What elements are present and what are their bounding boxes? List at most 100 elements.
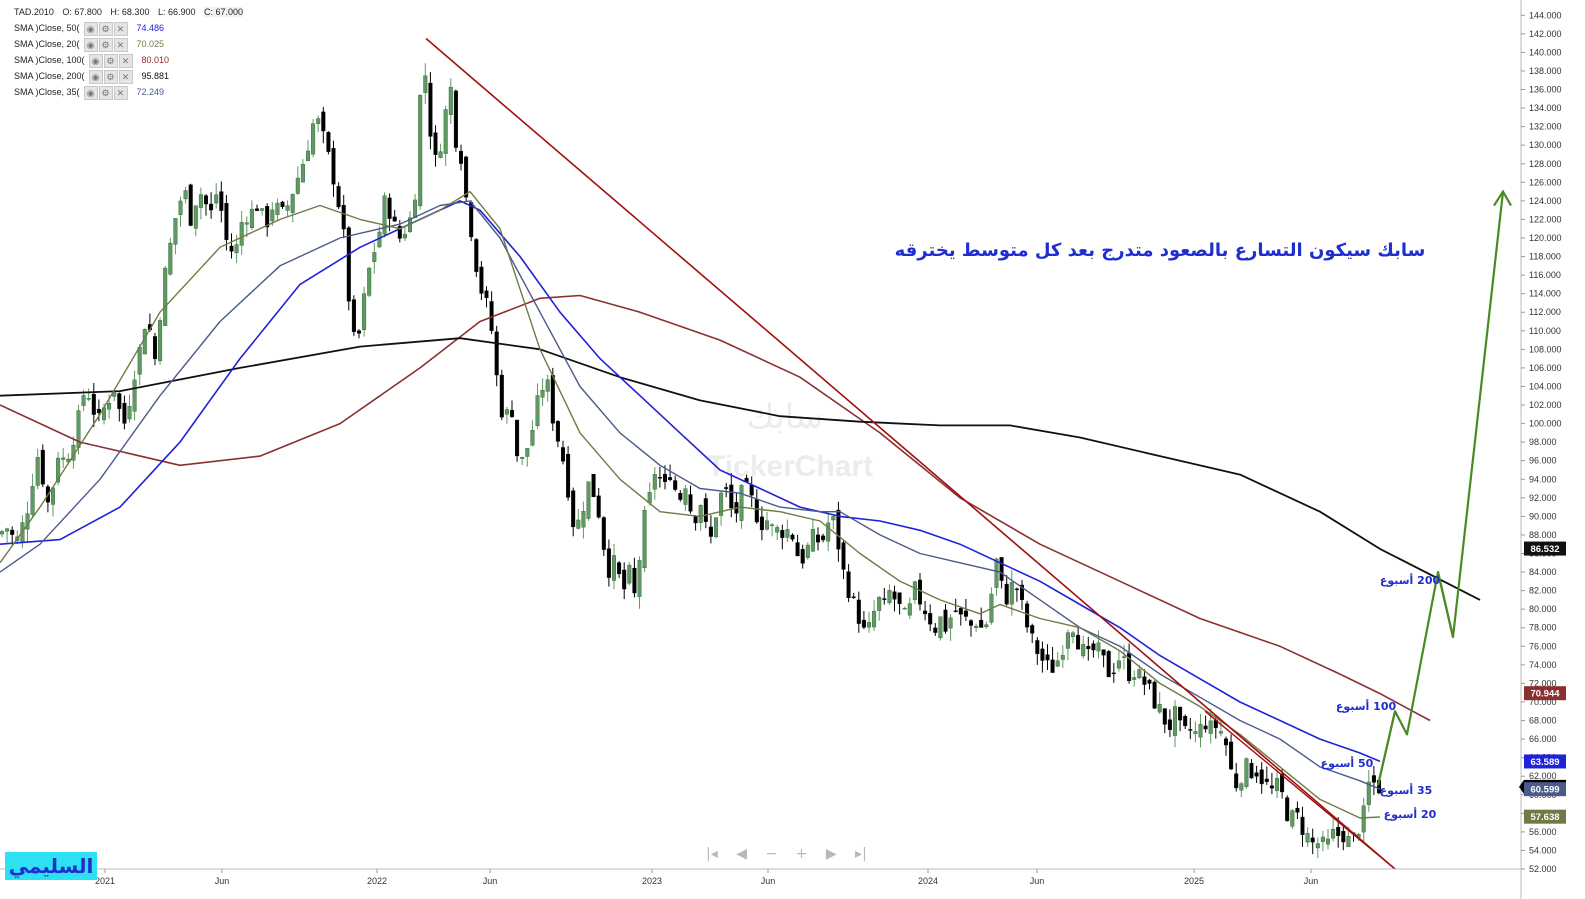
candle-down [321,111,326,132]
candle-down [1178,706,1183,721]
candle-down [479,266,484,294]
settings-icon[interactable]: ⚙ [98,86,113,101]
eye-icon[interactable]: ◉ [83,38,98,53]
candle-down [601,517,606,550]
candle-up [300,164,305,183]
candle-up [698,505,703,523]
candle-down [1310,837,1315,843]
eye-icon[interactable]: ◉ [88,54,103,69]
candle-down [1336,827,1341,836]
candle-down [1030,625,1035,634]
candle-down [617,562,622,575]
chart-navigation: |◂ ◀ − + ▶ ▸| [706,846,881,862]
y-tick-label: 52.000 [1529,864,1557,874]
remove-icon[interactable]: ✕ [118,54,133,69]
candle-up [295,177,300,194]
candle-down [1091,643,1096,651]
zoom-out-icon[interactable]: − [765,846,778,862]
candle-up [35,457,40,486]
candle-down [188,184,193,226]
indicator-label: SMA )Close, 35( [14,87,80,97]
price-flag-label: 86.532 [1530,544,1559,555]
candle-down [464,156,469,198]
candle-down [203,195,208,205]
remove-icon[interactable]: ✕ [113,38,128,53]
author-logo: السليمي [5,852,97,880]
zoom-in-icon[interactable]: + [795,846,808,862]
candle-down [622,569,627,590]
candle-down [846,571,851,598]
annotations: سابك سيكون التسارع بالصعود متدرج بعد كل … [895,240,1441,821]
close-value: C: 67.000 [204,7,244,17]
eye-icon[interactable]: ◉ [83,22,98,37]
price-flag [1524,754,1566,769]
remove-icon[interactable]: ✕ [118,70,133,85]
x-axis: 2021 Jun 2022 Jun 2023 Jun 2024 Jun 2025 Jun [95,869,1318,886]
settings-icon[interactable]: ⚙ [103,54,118,69]
indicator-row: SMA )Close, 50(◉ ⚙ ✕ 74.486 [14,20,249,37]
candle-down [1101,649,1106,656]
candle-down [657,477,662,479]
candle-up [173,218,178,245]
candle-up [285,205,290,211]
candle-up [214,194,219,204]
candle-down [254,208,259,211]
candle-up [178,200,183,216]
candle-down [1341,831,1346,843]
nav-first-icon[interactable]: |◂ [706,846,718,862]
x-tick-label: 2024 [918,876,938,886]
candle-up [1218,731,1223,734]
candle-up [576,519,581,529]
settings-icon[interactable]: ⚙ [103,70,118,85]
drawings [425,37,1512,870]
candle-up [1331,829,1336,839]
candle-down [428,82,433,137]
settings-icon[interactable]: ⚙ [98,38,113,53]
settings-icon[interactable]: ⚙ [98,22,113,37]
indicator-value: 72.249 [136,87,165,97]
candle-up [627,564,632,584]
candle-down [1004,583,1009,605]
x-tick-label: 2022 [367,876,387,886]
candle-up [581,511,586,528]
candle-up [413,199,418,219]
y-tick-label: 144.000 [1529,10,1562,20]
candle-down [351,299,356,332]
eye-icon[interactable]: ◉ [88,70,103,85]
candle-up [1198,723,1203,738]
candle-up [290,194,295,213]
candle-up [81,395,86,406]
candle-up [520,457,525,459]
candle-down [1020,584,1025,600]
nav-next-icon[interactable]: ▶ [825,846,837,862]
x-tick-label: Jun [761,876,776,886]
candle-down [928,613,933,625]
candle-down [1371,775,1376,783]
candle-up [1290,810,1295,827]
candle-down [484,290,489,298]
nav-last-icon[interactable]: ▸| [855,846,867,862]
candle-down [749,484,754,496]
indicator-row: SMA )Close, 35(◉ ⚙ ✕ 72.249 [14,84,249,101]
eye-icon[interactable]: ◉ [83,86,98,101]
nav-prev-icon[interactable]: ◀ [736,846,747,862]
candle-down [856,599,861,624]
y-tick-label: 70.000 [1529,697,1557,707]
candle-up [418,95,423,207]
candles [0,63,1381,859]
candle-up [1361,805,1366,833]
y-tick-label: 88.000 [1529,530,1557,540]
candle-down [1162,708,1167,725]
y-tick-label: 102.000 [1529,400,1562,410]
y-tick-label: 104.000 [1529,381,1562,391]
candle-up [367,267,372,296]
candle-down [688,494,693,512]
candle-down [979,619,984,628]
candle-up [193,205,198,229]
y-tick-label: 126.000 [1529,177,1562,187]
remove-icon[interactable]: ✕ [113,22,128,37]
y-tick-label: 84.000 [1529,567,1557,577]
remove-icon[interactable]: ✕ [113,86,128,101]
